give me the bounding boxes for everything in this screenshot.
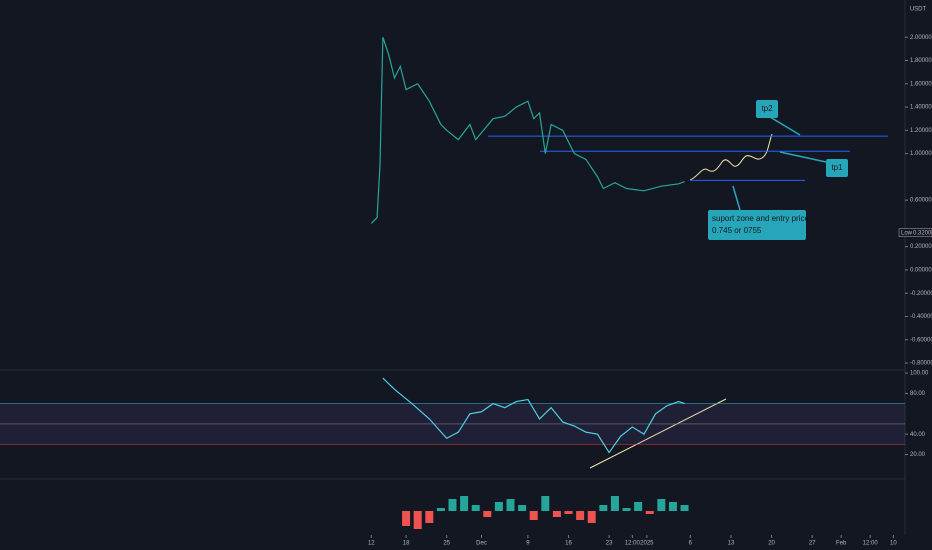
series-line (370, 37, 685, 224)
bar (413, 511, 422, 529)
y-tick-label: 0.20000 (910, 244, 932, 250)
bar (471, 505, 480, 511)
y-tick-label: 1.80000 (910, 58, 932, 64)
x-tick-label: 9 (526, 541, 530, 547)
annotation-box (756, 100, 778, 118)
bar (610, 496, 619, 511)
x-tick-label: 25 (443, 541, 450, 547)
x-tick-label: 12 (368, 541, 375, 547)
x-tick-label: 6 (689, 541, 693, 547)
trendline (589, 398, 727, 469)
y-tick-label: 100.00 (910, 371, 929, 377)
bar (529, 511, 538, 520)
bar (483, 511, 492, 517)
annotation-box (708, 210, 806, 240)
bar (518, 505, 527, 511)
y-tick-label: -0.80000 (910, 361, 932, 367)
x-tick-label: Dec (476, 541, 487, 547)
bar (460, 496, 469, 511)
bar (436, 508, 445, 511)
annotation: tp2 (761, 104, 773, 113)
bar (506, 499, 515, 511)
y-tick-label: 20.00 (910, 452, 926, 458)
x-tick-label: 13 (728, 541, 735, 547)
x-tick-label: 2025 (640, 541, 654, 547)
bar (552, 511, 561, 517)
bar (494, 502, 503, 511)
y-tick-label: 1.40000 (910, 105, 932, 111)
band-fill (0, 403, 905, 445)
bar (645, 511, 654, 514)
bar (599, 505, 608, 511)
y-tick-label: -0.40000 (910, 314, 932, 320)
bar (448, 499, 457, 511)
y-tick-label: 80.00 (910, 391, 926, 397)
low-text: Low (901, 230, 913, 236)
currency: USDT (910, 7, 927, 13)
x-tick-label: 23 (606, 541, 613, 547)
y-tick-label: 0.00000 (910, 268, 932, 274)
y-tick-label: 0.60000 (910, 198, 932, 204)
bar (402, 511, 411, 526)
connector (779, 151, 827, 163)
bar (680, 505, 689, 511)
bar (634, 502, 643, 511)
annotation: suport zone and entry price (712, 214, 809, 223)
y-tick-label: -0.20000 (910, 291, 932, 297)
low-label: 0.32000 (913, 230, 932, 236)
x-tick-label: 10 (890, 541, 897, 547)
bar (564, 511, 573, 514)
annotation: tp1 (831, 163, 843, 172)
bar (576, 511, 585, 520)
bar (587, 511, 596, 523)
y-tick-label: 1.20000 (910, 128, 932, 134)
bar (541, 496, 550, 511)
connector (732, 185, 741, 211)
x-tick-label: 20 (768, 541, 775, 547)
y-tick-label: 2.00000 (910, 35, 932, 41)
x-tick-label: 12:00 (863, 541, 879, 547)
bar (425, 511, 434, 523)
y-tick-label: 1.00000 (910, 151, 932, 157)
x-tick-label: 18 (403, 541, 410, 547)
x-tick-label: 16 (565, 541, 572, 547)
y-tick-label: 1.60000 (910, 81, 932, 87)
x-tick-label: Feb (836, 541, 847, 547)
bar (668, 502, 677, 511)
x-tick-label: 27 (809, 541, 816, 547)
annotation-box (826, 159, 848, 177)
x-tick-label: 12:00 (625, 541, 641, 547)
series-line (382, 377, 685, 454)
bar (657, 499, 666, 511)
connector (769, 116, 801, 136)
projection-path (689, 133, 773, 181)
bar (622, 508, 631, 511)
low-box (898, 228, 932, 237)
y-tick-label: -0.60000 (910, 337, 932, 343)
annotation: 0.745 or 0755 (712, 226, 762, 235)
y-tick-label: 40.00 (910, 432, 926, 438)
